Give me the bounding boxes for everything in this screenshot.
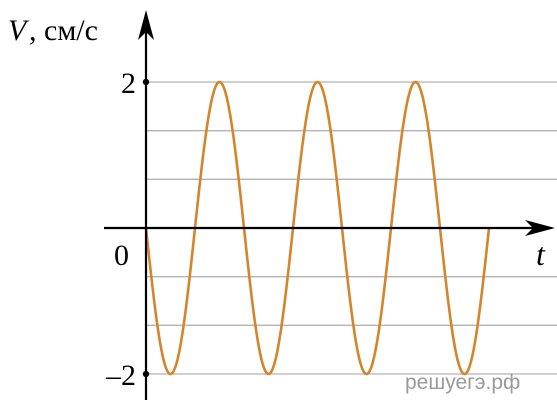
y-tick-label: –2 [105, 359, 136, 392]
y-tick-mark [143, 79, 149, 85]
y-tick-label: 2 [121, 67, 136, 100]
tick-labels: 2 –2 [105, 67, 136, 392]
y-axis-label-var: V [8, 14, 30, 47]
axes [104, 10, 555, 400]
y-tick-mark [143, 371, 149, 377]
origin-label: 0 [114, 239, 129, 272]
watermark: решуегэ.рф [405, 371, 520, 394]
y-axis-label-unit: , см/с [29, 14, 98, 47]
x-axis-label: t [536, 236, 546, 272]
